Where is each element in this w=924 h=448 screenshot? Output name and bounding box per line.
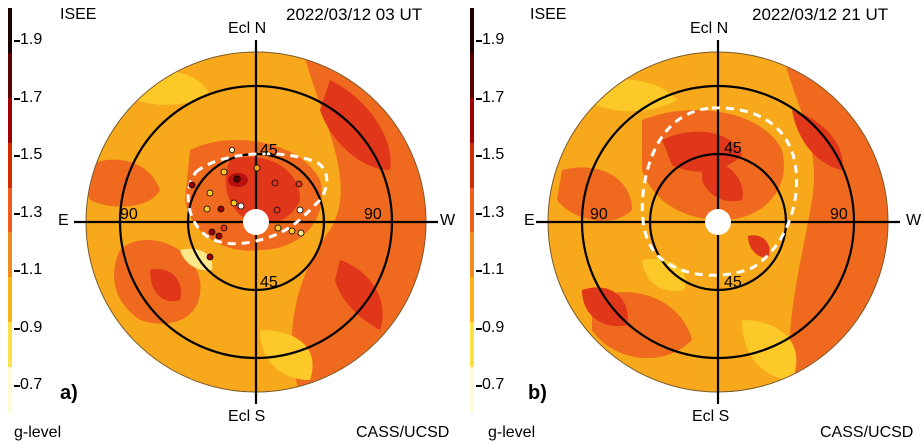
colorbar-segment xyxy=(470,8,474,54)
ring-label-90-left: 90 xyxy=(590,206,608,223)
colorbar-label: 1.9 xyxy=(20,31,43,48)
colorbar-segment xyxy=(8,277,12,324)
east-label: E xyxy=(58,212,69,229)
colorbar-label: 1.1 xyxy=(20,261,43,278)
colorbar-tick xyxy=(476,270,482,272)
colorbar-label: 1.9 xyxy=(482,31,505,48)
credit-label: CASS/UCSD xyxy=(820,424,914,441)
dashed-boundary xyxy=(186,152,329,246)
colorbar-tick xyxy=(476,155,482,157)
colorbar-segment xyxy=(470,232,474,279)
legend-title: g-level xyxy=(488,424,536,441)
ring-label-90-left: 90 xyxy=(120,206,138,223)
org-label: ISEE xyxy=(60,6,97,23)
ecl-n-label: Ecl N xyxy=(228,20,267,37)
ecl-s-label: Ecl S xyxy=(692,408,730,425)
ring-label-45-bottom: 45 xyxy=(724,274,742,291)
colorbar-tick xyxy=(476,385,482,387)
colorbar-tick xyxy=(476,40,482,42)
colorbar-segment xyxy=(8,97,12,144)
colorbar-segment xyxy=(470,97,474,144)
colorbar-segment xyxy=(8,367,12,413)
org-label: ISEE xyxy=(530,6,567,23)
colorbar-label: 1.7 xyxy=(482,88,505,106)
ring-label-90-right: 90 xyxy=(830,206,848,223)
timestamp: 2022/03/12 21 UT xyxy=(752,5,889,24)
colorbar-label: 1.3 xyxy=(20,203,43,221)
timestamp: 2022/03/12 03 UT xyxy=(286,5,423,24)
colorbar-label: 0.9 xyxy=(20,318,43,336)
credit-label: CASS/UCSD xyxy=(356,424,450,441)
ecl-n-label: Ecl N xyxy=(690,20,729,37)
panel-label: b) xyxy=(528,382,547,404)
east-label: E xyxy=(524,212,535,229)
west-label: W xyxy=(440,212,456,229)
panel-a: 1.9 1.7 1.5 1.3 1.1 0.9 0.7 xyxy=(8,5,456,441)
colorbar-label: 0.7 xyxy=(482,376,505,393)
colorbar-label: 1.5 xyxy=(482,146,505,163)
colorbar-segment xyxy=(8,232,12,279)
colorbar-segment xyxy=(8,142,12,189)
colorbar-tick xyxy=(476,97,482,100)
ecl-s-label: Ecl S xyxy=(228,408,266,425)
colorbar-segment xyxy=(470,52,474,99)
colorbar-segment xyxy=(470,322,474,369)
panel-label: a) xyxy=(60,382,78,404)
ring-label-90-right: 90 xyxy=(364,206,382,223)
panel-b: 1.9 1.7 1.5 1.3 1.1 0.9 0.7 xyxy=(462,0,924,448)
colorbar-segment xyxy=(470,367,474,413)
colorbar-tick xyxy=(14,212,20,215)
colorbar-label: 0.9 xyxy=(482,318,505,336)
legend-title: g-level xyxy=(14,424,62,441)
sky-map-b xyxy=(536,40,900,404)
colorbar-tick xyxy=(476,212,482,215)
colorbar-tick xyxy=(14,40,20,42)
ring-label-45-bottom: 45 xyxy=(260,274,278,291)
colorbar-tick xyxy=(14,97,20,100)
colorbar-segment xyxy=(8,322,12,369)
colorbar-label: 1.7 xyxy=(20,88,43,106)
colorbar-segment xyxy=(8,187,12,234)
colorbar-tick xyxy=(14,327,20,330)
colorbar-tick xyxy=(14,155,20,157)
colorbar-segment xyxy=(470,277,474,324)
ring-label-45-top: 45 xyxy=(724,140,742,157)
g-level-colorbar: 1.9 1.7 1.5 1.3 1.1 0.9 0.7 xyxy=(470,8,504,413)
colorbar-segment xyxy=(8,8,12,54)
ring-label-45-top: 45 xyxy=(260,142,278,159)
colorbar-segment xyxy=(8,52,12,99)
colorbar-segment xyxy=(470,187,474,234)
dashed-boundary xyxy=(640,106,799,277)
colorbar-tick xyxy=(14,385,20,387)
colorbar-label: 1.5 xyxy=(20,146,43,163)
colorbar-label: 1.3 xyxy=(482,203,505,221)
west-label: W xyxy=(906,212,922,229)
colorbar-tick xyxy=(476,327,482,330)
g-level-colorbar: 1.9 1.7 1.5 1.3 1.1 0.9 0.7 xyxy=(8,8,42,413)
colorbar-tick xyxy=(14,270,20,272)
colorbar-label: 0.7 xyxy=(20,376,43,393)
colorbar-label: 1.1 xyxy=(482,261,505,278)
colorbar-segment xyxy=(470,142,474,189)
observation-points xyxy=(188,146,305,261)
sky-map-a xyxy=(74,40,438,404)
